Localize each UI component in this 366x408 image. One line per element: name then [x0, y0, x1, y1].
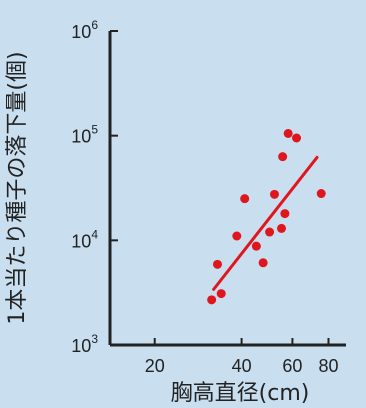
data-point — [280, 209, 290, 219]
data-point — [216, 289, 226, 299]
x-tick-label: 60 — [282, 356, 302, 376]
x-axis-title: 胸高直径(cm) — [171, 381, 310, 406]
data-point — [283, 128, 293, 138]
y-tick-label: 103 — [71, 332, 98, 356]
trend-line — [212, 155, 319, 291]
data-point — [240, 194, 250, 204]
data-point — [258, 258, 268, 268]
y-tick-label: 104 — [71, 227, 98, 251]
y-tick-label: 105 — [71, 123, 98, 147]
data-point — [265, 227, 275, 237]
x-tick-label: 20 — [145, 356, 165, 376]
x-tick-label: 40 — [232, 356, 252, 376]
y-tick-label: 106 — [71, 18, 98, 42]
y-axis-title: 1本当たり種子の落下量(個) — [5, 51, 30, 324]
data-point — [269, 189, 279, 199]
data-point — [316, 189, 326, 199]
ticks: 20 40 60 80 103 104 105 106 — [71, 18, 338, 376]
data-point — [207, 295, 217, 305]
points-layer — [207, 128, 326, 305]
data-point — [251, 241, 261, 251]
data-point — [292, 133, 302, 143]
data-point — [232, 231, 242, 241]
data-point — [277, 223, 287, 233]
axes — [108, 31, 346, 347]
data-point — [212, 259, 222, 269]
data-point — [278, 152, 288, 162]
trendline-layer — [212, 155, 319, 291]
x-tick-label: 80 — [318, 356, 338, 376]
